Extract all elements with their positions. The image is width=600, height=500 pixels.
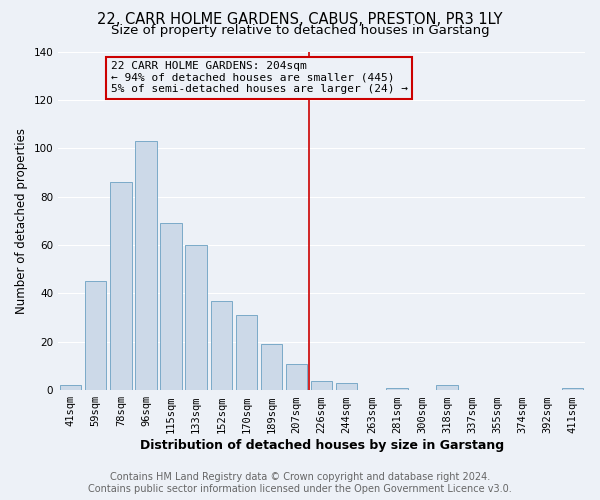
Y-axis label: Number of detached properties: Number of detached properties	[15, 128, 28, 314]
Bar	[85, 282, 106, 390]
Bar	[160, 224, 182, 390]
Text: 22 CARR HOLME GARDENS: 204sqm
← 94% of detached houses are smaller (445)
5% of s: 22 CARR HOLME GARDENS: 204sqm ← 94% of d…	[111, 61, 408, 94]
Bar	[211, 300, 232, 390]
Bar	[136, 141, 157, 390]
Bar	[110, 182, 131, 390]
Bar	[60, 386, 82, 390]
Bar	[386, 388, 407, 390]
Bar	[236, 315, 257, 390]
Bar	[261, 344, 282, 390]
Text: 22, CARR HOLME GARDENS, CABUS, PRESTON, PR3 1LY: 22, CARR HOLME GARDENS, CABUS, PRESTON, …	[97, 12, 503, 28]
Bar	[336, 383, 358, 390]
Bar	[436, 386, 458, 390]
X-axis label: Distribution of detached houses by size in Garstang: Distribution of detached houses by size …	[140, 440, 503, 452]
Bar	[286, 364, 307, 390]
Bar	[311, 380, 332, 390]
Bar	[185, 245, 207, 390]
Text: Contains HM Land Registry data © Crown copyright and database right 2024.
Contai: Contains HM Land Registry data © Crown c…	[88, 472, 512, 494]
Text: Size of property relative to detached houses in Garstang: Size of property relative to detached ho…	[110, 24, 490, 37]
Bar	[562, 388, 583, 390]
